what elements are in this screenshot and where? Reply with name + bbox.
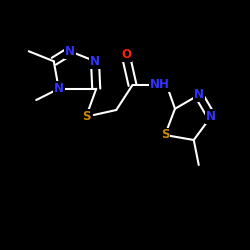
Text: S: S (82, 110, 90, 123)
Text: N: N (194, 88, 204, 102)
Text: N: N (65, 45, 75, 58)
Text: N: N (90, 55, 100, 68)
Text: O: O (121, 48, 131, 62)
Text: S: S (161, 128, 169, 141)
Text: N: N (54, 82, 64, 95)
Text: N: N (206, 110, 216, 123)
Text: NH: NH (150, 78, 170, 92)
